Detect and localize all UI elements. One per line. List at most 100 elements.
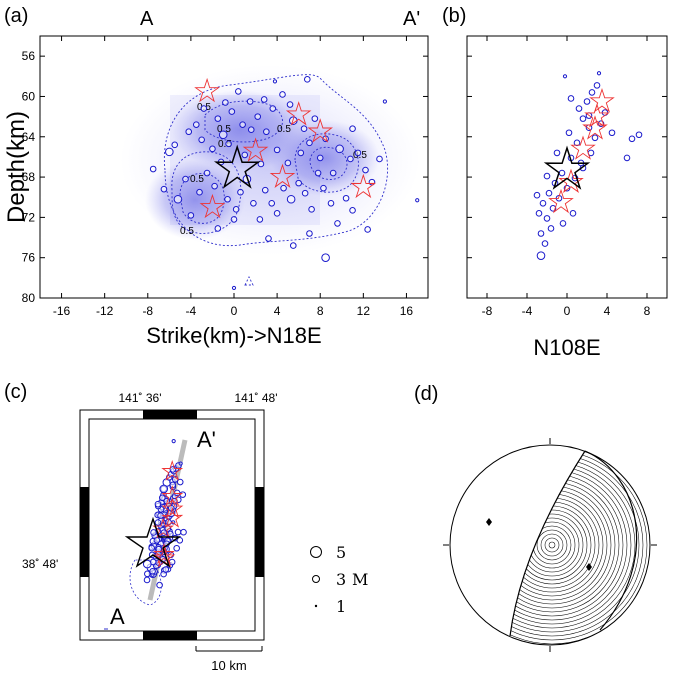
map-hypocenter-point	[171, 438, 176, 444]
density-field	[120, 65, 420, 255]
hypocenter-point	[593, 82, 601, 89]
panel-a-mainshock	[213, 144, 261, 189]
y-tick-label: 80	[22, 291, 36, 305]
map-hypocenter-point	[155, 545, 163, 553]
hypocenter-point	[286, 194, 296, 204]
panel-a-events	[149, 76, 420, 291]
large-event-star	[194, 77, 220, 103]
hypocenter-point	[241, 151, 249, 159]
map-marker-a: A	[110, 604, 125, 629]
panel-b-y-ticks	[467, 55, 667, 299]
hypocenter-point	[269, 105, 277, 112]
map-hypocenter-point	[153, 537, 161, 544]
panel-a-stars	[194, 77, 377, 219]
hypocenter-point	[301, 189, 309, 197]
mainshock-star	[213, 144, 261, 189]
hypocenter-point	[173, 194, 183, 204]
section-marker-a-prime: A'	[403, 8, 420, 30]
contour-label: 0.5	[218, 139, 232, 150]
hypocenter-point	[289, 242, 297, 249]
hypocenter-point	[268, 199, 276, 207]
hypocenter-point	[535, 210, 543, 217]
hypocenter-point	[187, 212, 195, 219]
hypocenter-point	[297, 149, 305, 157]
contour-label: 0.5	[217, 124, 231, 135]
hypocenter-point	[308, 206, 315, 213]
hypocenter-point	[198, 136, 205, 144]
hypocenter-point	[160, 185, 168, 193]
hypocenter-point	[537, 230, 545, 237]
hypocenter-point	[272, 79, 278, 84]
x-tick-label: 0	[231, 304, 238, 318]
map-density-contour	[129, 559, 162, 606]
hypocenter-point	[246, 98, 254, 105]
map-hypocenter-point	[159, 484, 169, 494]
legend-value-5: 5	[336, 543, 346, 562]
panel-b: (b) -8 -4 0 4 8 N108E	[442, 5, 668, 360]
map-hypocenter-point	[156, 581, 163, 589]
hypocenter-point	[327, 199, 335, 207]
panel-a-x-ticks: -16 -12 -8 -4 0 4 8 12 16	[53, 36, 414, 318]
map-hypocenter-point	[178, 461, 183, 466]
hypocenter-point	[533, 191, 541, 199]
hypocenter-point	[231, 285, 237, 291]
hypocenter-point	[364, 226, 371, 233]
panel-c-label: (c)	[4, 381, 27, 403]
section-marker-a: A	[140, 8, 154, 30]
dilatational-quadrant	[450, 445, 585, 645]
hypocenter-point	[362, 166, 369, 174]
map-hypocenter-point	[169, 466, 177, 473]
hypocenter-point	[247, 126, 255, 134]
hypocenter-point	[349, 125, 356, 133]
map-hypocenter-point	[148, 544, 155, 552]
hypocenter-point	[211, 182, 218, 190]
panel-a-y-ticks: 56 60 64 68 72 76 80	[22, 49, 428, 305]
large-event-star	[307, 118, 333, 143]
compression-ring	[544, 537, 560, 553]
x-tick-label: 0	[564, 304, 571, 318]
map-hypocenter-point	[158, 494, 166, 502]
contour-label: 0.5	[180, 226, 194, 237]
hypocenter-point	[569, 210, 577, 217]
panel-b-x-ticks: -8 -4 0 4 8	[482, 36, 651, 318]
x-tick-label: 4	[604, 304, 611, 318]
map-hypocenter-point	[149, 567, 156, 575]
hypocenter-point	[261, 186, 269, 194]
contour-label: 0.5	[190, 174, 204, 185]
hypocenter-point	[347, 155, 354, 163]
y-tick-label: 68	[22, 170, 36, 184]
map-hypocenter-point	[150, 529, 157, 536]
large-event-star	[589, 88, 615, 113]
hypocenter-point	[565, 129, 573, 137]
hypocenter-point	[263, 128, 270, 136]
hypocenter-point	[235, 88, 242, 95]
hypocenter-point	[591, 134, 599, 142]
x-tick-label: 16	[400, 304, 414, 318]
hypocenter-point	[306, 139, 313, 147]
hypocenter-point	[382, 99, 387, 104]
x-tick-label: -12	[96, 304, 114, 318]
hypocenter-point	[214, 225, 222, 232]
lon-tick-label: 141˚ 36'	[119, 391, 162, 405]
density-contours	[163, 74, 389, 286]
legend-value-1: 1	[336, 597, 346, 616]
map-large-event-star	[153, 546, 176, 568]
hypocenter-point	[295, 179, 302, 187]
hypocenter-point	[257, 160, 265, 168]
hypocenter-point	[579, 115, 587, 122]
contour-label: 0.5	[353, 150, 367, 161]
map-hypocenter-point	[173, 489, 181, 497]
large-event-star	[570, 135, 596, 160]
panel-b-frame	[466, 35, 668, 299]
x-tick-label: -8	[482, 304, 493, 318]
map-hypocenter-point	[174, 528, 182, 536]
contour-label: 0.5	[277, 124, 291, 135]
map-hypocenter-point	[154, 500, 162, 508]
compression-ring	[536, 529, 568, 561]
hypocenter-point	[256, 216, 264, 223]
map-large-event-star	[161, 497, 184, 519]
hypocenter-point	[260, 96, 268, 103]
hypocenter-point	[171, 141, 179, 149]
panel-b-mainshock	[543, 145, 591, 190]
